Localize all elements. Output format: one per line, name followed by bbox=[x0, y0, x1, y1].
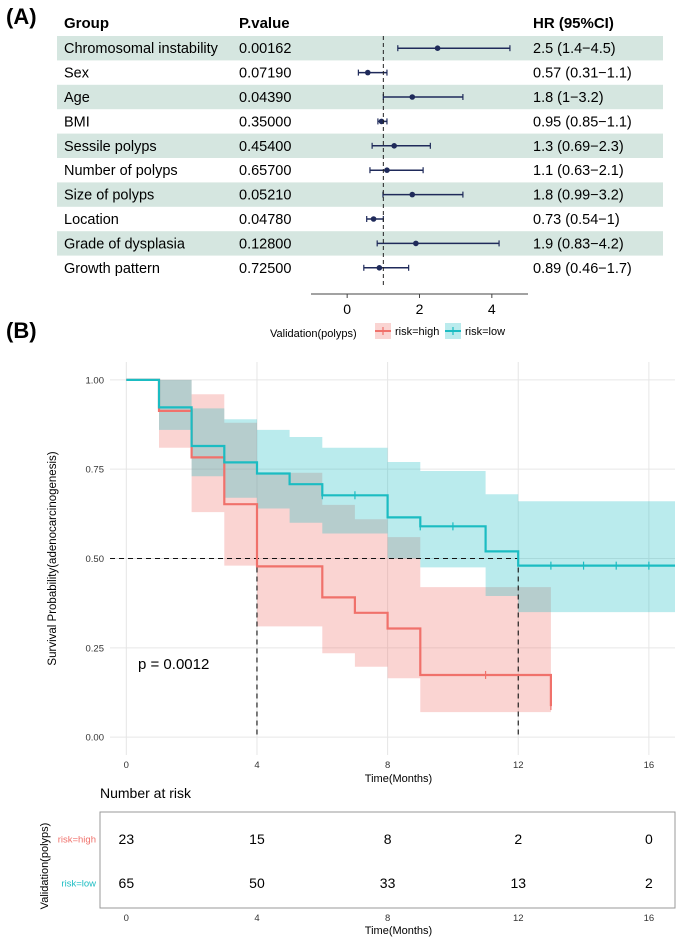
forest-point bbox=[376, 265, 383, 271]
km-x-tick-label: 8 bbox=[385, 760, 390, 771]
risk-count: 50 bbox=[249, 875, 265, 891]
forest-pvalue-label: 0.65700 bbox=[239, 163, 291, 179]
risk-x-axis-label: Time(Months) bbox=[365, 925, 432, 937]
km-y-tick-label: 1.00 bbox=[86, 375, 105, 386]
forest-x-tick-label: 2 bbox=[416, 301, 424, 317]
risk-count: 13 bbox=[510, 875, 526, 891]
forest-group-label: Grade of dysplasia bbox=[64, 236, 186, 252]
km-pvalue-label: p = 0.0012 bbox=[138, 656, 209, 673]
risk-x-tick-label: 8 bbox=[385, 913, 390, 924]
risk-count: 8 bbox=[384, 831, 392, 847]
forest-point bbox=[413, 240, 419, 247]
forest-group-label: Sex bbox=[64, 66, 90, 82]
km-y-tick-label: 0.50 bbox=[86, 554, 105, 565]
risk-count: 2 bbox=[514, 831, 522, 847]
km-y-tick-label: 0.25 bbox=[86, 643, 105, 654]
forest-hr-label: 1.9 (0.83−4.2) bbox=[533, 236, 624, 252]
forest-group-label: Chromosomal instability bbox=[64, 41, 219, 57]
forest-hr-label: 0.73 (0.54−1) bbox=[533, 212, 620, 228]
forest-group-label: Growth pattern bbox=[64, 261, 160, 277]
risk-count: 2 bbox=[645, 875, 653, 891]
forest-hr-label: 0.57 (0.31−1.1) bbox=[533, 66, 632, 82]
km-legend-title: Validation(polyps) bbox=[270, 328, 357, 340]
risk-count: 0 bbox=[645, 831, 653, 847]
forest-row-band bbox=[57, 182, 663, 207]
km-survival-curve bbox=[126, 378, 675, 567]
forest-pvalue-label: 0.72500 bbox=[239, 261, 291, 277]
risk-x-tick-label: 0 bbox=[124, 913, 129, 924]
forest-pvalue-label: 0.05210 bbox=[239, 188, 291, 204]
forest-pvalue-label: 0.04780 bbox=[239, 212, 291, 228]
forest-hr-label: 0.95 (0.85−1.1) bbox=[533, 114, 632, 130]
panel-b-letter: (B) bbox=[6, 318, 37, 343]
forest-pvalue-label: 0.45400 bbox=[239, 139, 291, 155]
risk-count: 33 bbox=[380, 875, 396, 891]
km-plot: Validation(polyps) p = 0.0012 risk=high r… bbox=[47, 323, 676, 785]
km-x-axis-label: Time(Months) bbox=[365, 773, 432, 785]
forest-header-pvalue: P.value bbox=[239, 15, 290, 32]
panel-a-letter: (A) bbox=[6, 4, 37, 29]
risk-table: Number at risk risk=high 23 15 8 2 0 risk=low 6… bbox=[39, 785, 676, 937]
forest-header-hr: HR (95%CI) bbox=[533, 15, 614, 32]
forest-header-group: Group bbox=[64, 15, 109, 32]
forest-point bbox=[409, 94, 416, 100]
forest-point bbox=[409, 191, 416, 198]
forest-row-band bbox=[57, 84, 663, 110]
forest-point bbox=[384, 167, 390, 173]
risk-row-label: risk=high bbox=[58, 835, 96, 846]
risk-table-frame bbox=[99, 811, 676, 909]
risk-row-label: risk=low bbox=[61, 879, 96, 890]
risk-count: 15 bbox=[249, 831, 265, 847]
risk-x-tick-label: 4 bbox=[254, 913, 259, 924]
forest-plot: Group P.value HR (95%CI) Chromosomal ins… bbox=[57, 15, 663, 317]
km-legend-label: risk=low bbox=[465, 326, 505, 338]
forest-hr-label: 0.89 (0.46−1.7) bbox=[533, 261, 632, 277]
km-x-tick-label: 16 bbox=[644, 760, 655, 771]
forest-group-label: Size of polyps bbox=[64, 188, 154, 204]
forest-point bbox=[434, 45, 441, 51]
forest-x-tick-label: 0 bbox=[343, 301, 351, 317]
forest-row-band bbox=[57, 133, 663, 158]
km-x-tick-label: 12 bbox=[513, 760, 524, 771]
forest-hr-label: 1.8 (0.99−3.2) bbox=[533, 188, 624, 204]
forest-group-label: Location bbox=[64, 212, 119, 228]
forest-point bbox=[370, 216, 377, 222]
forest-row-band bbox=[57, 231, 663, 256]
risk-count: 65 bbox=[119, 875, 135, 891]
forest-row-band bbox=[57, 36, 663, 61]
risk-count: 23 bbox=[119, 831, 135, 847]
forest-pvalue-label: 0.07190 bbox=[239, 66, 291, 82]
forest-group-label: Age bbox=[64, 90, 90, 106]
forest-pvalue-label: 0.12800 bbox=[239, 236, 291, 252]
km-y-tick-label: 0.00 bbox=[86, 733, 105, 744]
forest-group-label: Sessile polyps bbox=[64, 139, 157, 155]
forest-hr-label: 1.3 (0.69−2.3) bbox=[533, 139, 624, 155]
forest-point bbox=[391, 143, 397, 149]
km-confidence-band bbox=[126, 379, 676, 613]
forest-hr-label: 1.8 (1−3.2) bbox=[533, 90, 604, 106]
forest-group-label: Number of polyps bbox=[64, 163, 178, 179]
forest-pvalue-label: 0.00162 bbox=[239, 41, 291, 57]
forest-x-tick-label: 4 bbox=[488, 301, 496, 317]
km-y-axis-label: Survival Probability(adenocarcinogenesis… bbox=[47, 451, 59, 665]
km-x-tick-label: 0 bbox=[124, 760, 129, 771]
risk-y-axis-label: Validation(polyps) bbox=[39, 823, 51, 910]
km-legend-label: risk=high bbox=[395, 326, 439, 338]
forest-pvalue-label: 0.35000 bbox=[239, 114, 291, 130]
risk-x-tick-label: 12 bbox=[513, 913, 524, 924]
km-y-tick-label: 0.75 bbox=[86, 465, 105, 476]
forest-hr-label: 1.1 (0.63−2.1) bbox=[533, 163, 624, 179]
forest-point bbox=[364, 69, 371, 76]
risk-x-tick-label: 16 bbox=[644, 913, 655, 924]
risk-table-title: Number at risk bbox=[100, 785, 192, 801]
km-x-tick-label: 4 bbox=[254, 760, 259, 771]
forest-group-label: BMI bbox=[64, 114, 90, 130]
forest-hr-label: 2.5 (1.4−4.5) bbox=[533, 41, 616, 57]
forest-pvalue-label: 0.04390 bbox=[239, 90, 291, 106]
